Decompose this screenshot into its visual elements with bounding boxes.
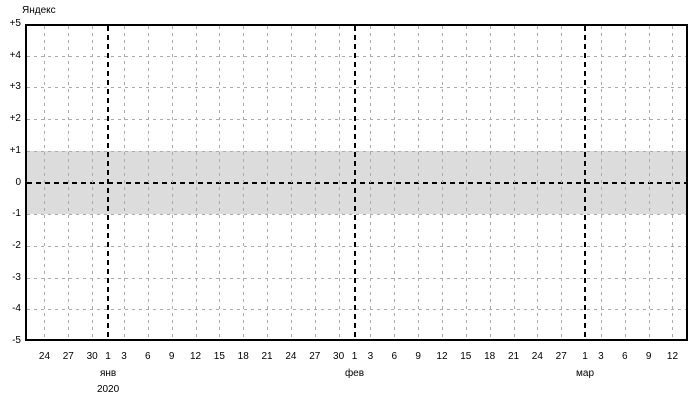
vertical-gridline	[489, 26, 491, 339]
x-axis-label: 1	[582, 351, 588, 362]
x-axis-label: 6	[622, 351, 628, 362]
vertical-gridline	[441, 26, 443, 339]
vertical-gridline	[290, 26, 292, 339]
vertical-gridline	[195, 26, 197, 339]
y-axis-label: +5	[9, 18, 21, 29]
x-axis-label: 18	[484, 351, 496, 362]
x-axis-label: 15	[460, 351, 472, 362]
x-axis-label: 24	[38, 351, 51, 362]
month-start-gridline	[107, 26, 110, 339]
month-start-gridline	[584, 26, 587, 339]
vertical-gridline	[648, 26, 650, 339]
vertical-gridline	[513, 26, 515, 339]
x-axis-label: 27	[309, 351, 321, 362]
x-axis-label: 9	[645, 351, 652, 362]
vertical-gridline	[243, 26, 245, 339]
vertical-gridline	[219, 26, 221, 339]
vertical-gridline	[370, 26, 372, 339]
vertical-gridline	[624, 26, 626, 339]
vertical-gridline	[267, 26, 269, 339]
y-axis-label: 0	[15, 176, 21, 188]
y-axis-label: +3	[9, 81, 21, 93]
vertical-gridline	[92, 26, 94, 339]
horizontal-gridline	[27, 309, 686, 311]
vertical-gridline	[561, 26, 563, 339]
x-axis-label: 24	[285, 351, 297, 362]
zero-gridline	[27, 181, 686, 184]
x-axis-label: 3	[121, 351, 127, 362]
month-label: янв	[99, 368, 117, 379]
horizontal-gridline	[27, 245, 686, 247]
x-axis-label: 27	[555, 351, 567, 362]
y-axis-label: -4	[12, 303, 21, 315]
vertical-gridline	[123, 26, 125, 339]
y-axis-label: +1	[9, 144, 21, 156]
horizontal-gridline	[27, 150, 686, 152]
x-axis-label: 1	[351, 351, 358, 362]
plot-area	[25, 24, 688, 341]
x-axis-label: 6	[145, 351, 151, 362]
y-axis-label: -2	[12, 239, 21, 251]
vertical-gridline	[394, 26, 396, 339]
y-axis-label: -1	[12, 208, 21, 220]
month-label: фев	[344, 368, 365, 379]
x-axis-label: 9	[415, 351, 421, 362]
vertical-gridline	[418, 26, 420, 339]
horizontal-gridline	[27, 87, 686, 89]
x-axis-label: 3	[367, 351, 374, 362]
vertical-gridline	[672, 26, 674, 339]
y-axis-label: +4	[9, 49, 21, 61]
x-axis-label: 3	[598, 351, 604, 362]
x-axis-label: 9	[168, 351, 175, 362]
chart-title: Яндекс	[22, 5, 56, 16]
x-axis-label: 12	[666, 351, 679, 362]
vertical-gridline	[171, 26, 173, 339]
x-axis-label: 21	[261, 351, 273, 362]
vertical-gridline	[465, 26, 467, 339]
x-axis-label: 12	[189, 351, 202, 362]
x-axis-label: 30	[86, 351, 98, 362]
y-axis-label: -5	[12, 335, 21, 346]
x-axis-label: 27	[62, 351, 74, 362]
vertical-gridline	[314, 26, 316, 339]
horizontal-gridline	[27, 55, 686, 57]
vertical-gridline	[537, 26, 539, 339]
month-label: мар	[576, 368, 595, 379]
vertical-gridline	[68, 26, 70, 339]
vertical-gridline	[44, 26, 46, 339]
y-axis-label: +2	[9, 113, 21, 125]
x-axis-label: 30	[333, 351, 345, 362]
horizontal-gridline	[27, 119, 686, 121]
year-label: 2020	[96, 384, 120, 395]
x-axis-label: 21	[507, 351, 520, 362]
x-axis-label: 15	[213, 351, 225, 362]
vertical-gridline	[338, 26, 340, 339]
y-axis-label: -3	[12, 271, 21, 283]
x-axis-label: 1	[105, 351, 111, 362]
x-axis-label: 6	[391, 351, 398, 362]
x-axis-label: 12	[436, 351, 448, 362]
horizontal-gridline	[27, 214, 686, 216]
x-axis-label: 24	[531, 351, 543, 362]
horizontal-gridline	[27, 277, 686, 279]
vertical-gridline	[147, 26, 149, 339]
x-axis-label: 18	[237, 351, 249, 362]
month-start-gridline	[353, 26, 356, 339]
vertical-gridline	[600, 26, 602, 339]
